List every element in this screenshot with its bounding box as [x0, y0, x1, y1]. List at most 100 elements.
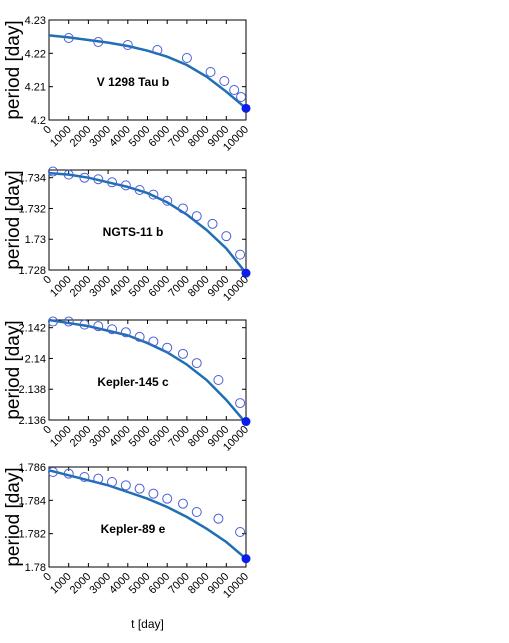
y-tick-label: 1.78: [25, 562, 46, 574]
data-point: [191, 358, 202, 369]
data-point: [107, 177, 118, 188]
data-point: [148, 189, 159, 200]
data-point: [63, 169, 74, 180]
x-tick-label: 7000: [166, 124, 192, 150]
data-point: [162, 342, 173, 353]
y-axis-label: period [day]: [3, 20, 24, 119]
data-point: [120, 180, 131, 191]
x-tick-label: 3000: [87, 571, 113, 597]
y-tick-label: 2.142: [18, 323, 46, 335]
x-tick-label: 0: [41, 274, 54, 287]
data-point: [221, 231, 232, 242]
data-point: [134, 483, 145, 494]
y-tick-label: 1.786: [18, 462, 46, 474]
x-tick-label: 0: [41, 424, 54, 437]
x-tick-label: 3000: [87, 124, 113, 150]
x-tick-label: 7000: [166, 424, 192, 450]
data-point: [47, 316, 58, 327]
data-point: [79, 172, 90, 183]
data-point: [63, 33, 74, 43]
data-point: [148, 488, 159, 499]
data-point: [191, 211, 202, 222]
x-axis-label: t [day]: [131, 617, 164, 631]
annotation: Kepler-145 c: [97, 375, 169, 389]
x-tick-label: 0: [41, 124, 54, 137]
data-point: [152, 45, 163, 55]
y-tick-label: 2.14: [25, 353, 46, 365]
data-point: [205, 67, 216, 77]
data-point: [134, 185, 145, 195]
x-tick-label: 1000: [48, 571, 74, 597]
x-tick-label: 1000: [48, 124, 74, 150]
data-point: [236, 92, 247, 102]
y-tick-label: 4.23: [25, 15, 46, 27]
data-point: [47, 166, 58, 177]
x-tick-label: 6000: [147, 571, 173, 597]
data-point: [213, 375, 224, 385]
final-point: [241, 417, 251, 427]
x-tick-label: 5000: [127, 571, 153, 597]
x-tick-label: 3000: [87, 424, 113, 450]
x-tick-label: 2000: [68, 124, 94, 150]
fit-line: [48, 318, 247, 424]
x-tick-label: 4000: [107, 274, 133, 300]
y-tick-label: 2.138: [18, 384, 46, 396]
x-tick-label: 5000: [127, 124, 153, 150]
x-tick-label: 8000: [186, 424, 212, 450]
x-tick-label: 8000: [186, 124, 212, 150]
data-point: [235, 249, 246, 260]
plot-frame: [48, 169, 247, 271]
x-tick-label: 6000: [147, 424, 173, 450]
plot-frame: [48, 19, 247, 121]
data-point: [213, 513, 224, 524]
fit-line: [48, 34, 247, 110]
y-tick-label: 4.2: [31, 115, 46, 127]
y-tick-label: 1.728: [18, 265, 46, 277]
data-point: [107, 324, 118, 335]
data-point: [79, 319, 90, 330]
data-point: [219, 76, 230, 86]
data-point: [177, 498, 188, 509]
data-point: [235, 527, 246, 537]
data-point: [47, 467, 58, 477]
data-point: [120, 480, 131, 491]
data-point: [177, 348, 188, 359]
data-point: [177, 203, 188, 214]
data-point: [63, 316, 74, 327]
data-point: [93, 174, 104, 185]
data-point: [93, 321, 104, 332]
data-point: [79, 472, 90, 482]
x-tick-label: 4000: [107, 571, 133, 597]
data-point: [162, 195, 173, 206]
x-tick-label: 8000: [186, 571, 212, 597]
x-tick-label: 2000: [68, 571, 94, 597]
x-tick-label: 6000: [147, 124, 173, 150]
fit-line: [48, 171, 247, 274]
data-point: [235, 398, 246, 409]
x-tick-label: 4000: [107, 424, 133, 450]
data-point: [93, 37, 104, 47]
x-tick-label: 4000: [107, 124, 133, 150]
x-tick-label: 7000: [166, 571, 192, 597]
x-tick-label: 8000: [186, 274, 212, 300]
data-point: [120, 327, 131, 338]
final-point: [241, 268, 251, 278]
final-point: [241, 554, 251, 564]
x-tick-label: 5000: [127, 424, 153, 450]
y-tick-label: 2.136: [18, 415, 46, 427]
annotation: V 1298 Tau b: [97, 75, 169, 89]
data-point: [181, 53, 192, 63]
data-point: [134, 331, 145, 342]
x-tick-label: 1000: [48, 274, 74, 300]
data-point: [122, 40, 133, 50]
x-tick-label: 7000: [166, 274, 192, 300]
plot-frame: [48, 466, 247, 568]
y-axis-label: period [day]: [3, 170, 24, 269]
x-tick-label: 5000: [127, 274, 153, 300]
data-point: [63, 468, 74, 479]
data-point: [107, 477, 118, 487]
x-tick-label: 2000: [68, 274, 94, 300]
y-axis-label: period [day]: [3, 320, 24, 419]
annotation: Kepler-89 e: [101, 522, 166, 536]
